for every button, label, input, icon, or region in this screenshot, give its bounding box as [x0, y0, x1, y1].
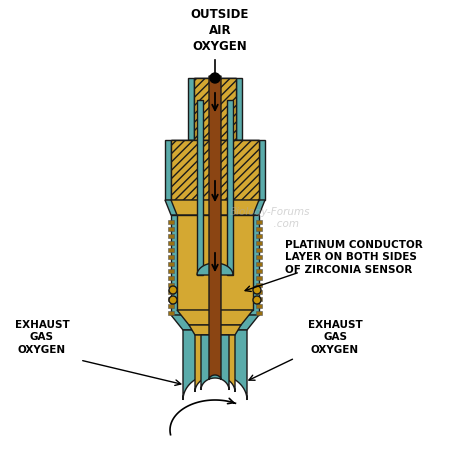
Text: PLATINUM CONDUCTOR
LAYER ON BOTH SIDES
OF ZIRCONIA SENSOR: PLATINUM CONDUCTOR LAYER ON BOTH SIDES O…: [285, 240, 423, 275]
Polygon shape: [168, 311, 174, 315]
Polygon shape: [256, 276, 262, 280]
Polygon shape: [189, 325, 241, 335]
Polygon shape: [256, 262, 262, 266]
Polygon shape: [256, 227, 262, 231]
Polygon shape: [171, 315, 259, 330]
Text: OUTSIDE
AIR
OXYGEN: OUTSIDE AIR OXYGEN: [191, 8, 249, 53]
Polygon shape: [168, 297, 174, 301]
Polygon shape: [201, 335, 229, 390]
Circle shape: [253, 286, 261, 294]
Bar: [171, 140, 259, 200]
Polygon shape: [195, 335, 235, 392]
Polygon shape: [256, 269, 262, 273]
Text: EXHAUST
GAS
OXYGEN: EXHAUST GAS OXYGEN: [15, 320, 69, 355]
Polygon shape: [168, 234, 174, 238]
Polygon shape: [256, 290, 262, 294]
Polygon shape: [168, 262, 174, 266]
Polygon shape: [256, 304, 262, 308]
Polygon shape: [168, 255, 174, 259]
Polygon shape: [177, 310, 253, 325]
Polygon shape: [197, 100, 203, 275]
Polygon shape: [256, 241, 262, 245]
Polygon shape: [171, 140, 259, 200]
Polygon shape: [168, 276, 174, 280]
Polygon shape: [171, 200, 259, 215]
Polygon shape: [168, 248, 174, 252]
Polygon shape: [168, 304, 174, 308]
Polygon shape: [165, 200, 265, 215]
Polygon shape: [256, 311, 262, 315]
Polygon shape: [168, 290, 174, 294]
Polygon shape: [168, 220, 174, 224]
Polygon shape: [256, 220, 262, 224]
Circle shape: [253, 296, 261, 304]
Polygon shape: [177, 215, 253, 310]
Polygon shape: [209, 76, 221, 380]
Circle shape: [169, 286, 177, 294]
Polygon shape: [165, 140, 265, 200]
Polygon shape: [168, 283, 174, 287]
Circle shape: [169, 296, 177, 304]
Polygon shape: [256, 283, 262, 287]
Polygon shape: [168, 269, 174, 273]
Polygon shape: [168, 227, 174, 231]
Polygon shape: [256, 297, 262, 301]
Polygon shape: [256, 255, 262, 259]
Polygon shape: [171, 215, 259, 315]
Polygon shape: [197, 263, 233, 275]
Polygon shape: [227, 100, 233, 275]
Text: Biology-Forums
          .com: Biology-Forums .com: [230, 207, 310, 229]
Polygon shape: [188, 78, 242, 140]
Polygon shape: [168, 241, 174, 245]
Polygon shape: [256, 234, 262, 238]
Bar: [194, 78, 236, 140]
Polygon shape: [183, 330, 247, 400]
Polygon shape: [194, 78, 236, 140]
Circle shape: [210, 73, 220, 83]
Text: EXHAUST
GAS
OXYGEN: EXHAUST GAS OXYGEN: [307, 320, 362, 355]
Polygon shape: [256, 248, 262, 252]
